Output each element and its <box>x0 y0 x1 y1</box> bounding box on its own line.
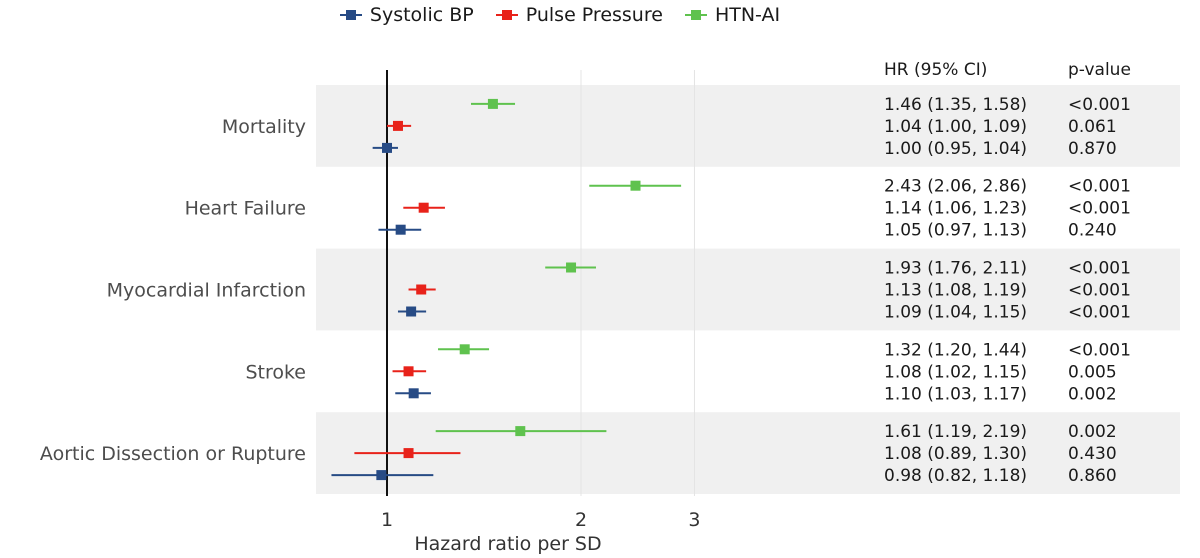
p-value: <0.001 <box>1068 259 1131 279</box>
p-value: <0.001 <box>1068 281 1131 301</box>
hr-value: 0.98 (0.82, 1.18) <box>884 466 1027 486</box>
p-value: 0.005 <box>1068 362 1117 382</box>
legend-label: Systolic BP <box>369 4 474 26</box>
estimate-marks <box>331 98 682 481</box>
x-tick-label: 1 <box>381 509 393 531</box>
point-estimate-pulse-pressure <box>403 448 414 459</box>
point-estimate-pulse-pressure <box>403 366 414 377</box>
outcome-label-aortic-dissection-or-rupture: Aortic Dissection or Rupture <box>40 443 306 465</box>
gridlines <box>580 70 695 496</box>
hr-value: 1.61 (1.19, 2.19) <box>884 422 1027 442</box>
hr-value: 1.14 (1.06, 1.23) <box>884 199 1027 219</box>
x-axis-ticks: 1 2 3 <box>381 509 701 531</box>
hr-value: 1.32 (1.20, 1.44) <box>884 340 1027 360</box>
point-estimate-systolic-bp <box>376 470 387 481</box>
hr-value: 1.04 (1.00, 1.09) <box>884 117 1027 137</box>
outcome-label-stroke: Stroke <box>245 361 306 383</box>
point-estimate-htn-ai <box>487 98 498 109</box>
point-estimate-htn-ai <box>459 344 470 355</box>
x-tick-label: 2 <box>575 509 587 531</box>
row-bands <box>316 85 1180 494</box>
legend-square <box>345 10 356 20</box>
p-value: 0.860 <box>1068 466 1117 486</box>
legend-marker-icon <box>684 9 707 21</box>
legend-label: Pulse Pressure <box>525 4 663 26</box>
outcome-label-mortality: Mortality <box>222 116 306 138</box>
p-value: 0.870 <box>1068 139 1117 159</box>
legend-marker-icon <box>339 9 362 21</box>
hr-value: 1.93 (1.76, 2.11) <box>884 259 1027 279</box>
row-band <box>316 85 1180 167</box>
point-estimate-pulse-pressure <box>392 120 403 131</box>
point-estimate-htn-ai <box>515 426 526 437</box>
hr-value: 1.10 (1.03, 1.17) <box>884 384 1027 404</box>
hr-value: 1.13 (1.08, 1.19) <box>884 281 1027 301</box>
legend-square <box>501 10 512 20</box>
legend-item-htn-ai: HTN-AI <box>684 4 781 26</box>
point-estimate-htn-ai <box>566 262 577 273</box>
x-axis-label: Hazard ratio per SD <box>414 533 601 555</box>
p-value: <0.001 <box>1068 340 1131 360</box>
x-tick-label: 3 <box>688 509 700 531</box>
outcome-label-heart-failure: Heart Failure <box>185 198 306 220</box>
point-estimate-systolic-bp <box>382 142 392 153</box>
hr-value: 1.08 (1.02, 1.15) <box>884 362 1027 382</box>
point-estimate-htn-ai <box>630 180 641 191</box>
outcome-label-myocardial-infarction: Myocardial Infarction <box>107 280 306 302</box>
outcome-labels: Mortality Heart Failure Myocardial Infarct… <box>40 116 306 465</box>
hr-column-header: HR (95% CI) <box>884 60 987 80</box>
hr-value: 1.00 (0.95, 1.04) <box>884 139 1027 159</box>
legend: Systolic BP Pulse Pressure HTN-AI <box>0 4 1120 26</box>
p-value: 0.061 <box>1068 117 1117 137</box>
legend-label: HTN-AI <box>714 4 781 26</box>
point-estimate-pulse-pressure <box>418 202 429 213</box>
results-table: 1.46 (1.35, 1.58) <0.001 1.04 (1.00, 1.09)… <box>884 95 1131 486</box>
row-band <box>316 248 1180 331</box>
p-value: <0.001 <box>1068 95 1131 115</box>
hr-value: 2.43 (2.06, 2.86) <box>884 177 1027 197</box>
hr-value: 1.08 (0.89, 1.30) <box>884 444 1027 464</box>
p-value: 0.002 <box>1068 422 1117 442</box>
p-value: 0.002 <box>1068 384 1117 404</box>
p-value: 0.430 <box>1068 444 1117 464</box>
hr-value: 1.46 (1.35, 1.58) <box>884 95 1027 115</box>
point-estimate-pulse-pressure <box>416 284 427 295</box>
legend-item-systolic-bp: Systolic BP <box>339 4 474 26</box>
p-column-header: p-value <box>1068 60 1131 80</box>
p-value: 0.240 <box>1068 221 1117 241</box>
legend-item-pulse-pressure: Pulse Pressure <box>495 4 663 26</box>
point-estimate-systolic-bp <box>406 306 417 317</box>
hr-value: 1.05 (0.97, 1.13) <box>884 221 1027 241</box>
p-value: <0.001 <box>1068 303 1131 323</box>
p-value: <0.001 <box>1068 199 1131 219</box>
p-value: <0.001 <box>1068 177 1131 197</box>
legend-square <box>690 10 701 20</box>
point-estimate-systolic-bp <box>395 224 406 235</box>
legend-marker-icon <box>495 9 518 21</box>
hr-value: 1.09 (1.04, 1.15) <box>884 303 1027 323</box>
point-estimate-systolic-bp <box>408 388 419 399</box>
